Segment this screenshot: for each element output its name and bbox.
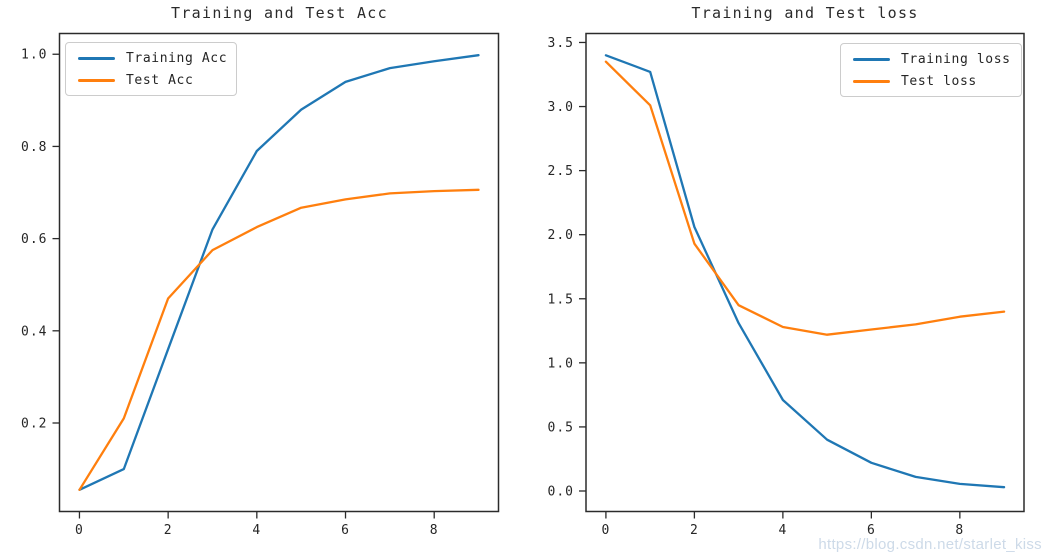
legend-label-training-loss: Training loss (901, 51, 1011, 67)
legend-entry-training-loss: Training loss (853, 48, 1011, 70)
y-tick-label: 0.5 (548, 420, 574, 435)
legend-entry-test-acc: Test Acc (78, 69, 224, 91)
plot-frame (58, 32, 500, 513)
test-loss-line-swatch (853, 79, 890, 83)
loss-chart-title: Training and Test loss (691, 4, 919, 22)
y-tick-label: 0.8 (21, 140, 47, 155)
acc-plot-canvas: 0 2 4 6 8 0.2 0.4 0.6 0.8 1.0 (21, 32, 500, 538)
x-tick-label: 0 (601, 523, 610, 538)
legend-label-test-loss: Test loss (901, 73, 977, 89)
series-line-test-acc (78, 188, 480, 491)
training-loss-line-swatch (853, 57, 890, 61)
x-tick-label: 4 (778, 523, 787, 538)
chart-training-test-loss: 0 2 4 6 8 0.0 0.5 1.0 1.5 2.0 2.5 3.0 3.5 Training a… (524, 0, 1048, 558)
y-tick-label: 2.0 (548, 228, 574, 243)
legend-label-test-acc: Test Acc (126, 72, 194, 88)
y-tick-label: 2.5 (548, 164, 574, 179)
x-tick-label: 6 (867, 523, 876, 538)
test-acc-line-swatch (78, 78, 115, 82)
series-line-training-acc (78, 54, 480, 491)
series-line-training-loss (604, 54, 1006, 489)
x-tick-label: 6 (341, 523, 350, 538)
y-tick-label: 3.0 (548, 100, 574, 115)
loss-plot-canvas: 0 2 4 6 8 0.0 0.5 1.0 1.5 2.0 2.5 3.0 3.5 (548, 32, 1025, 538)
chart-training-test-acc: 0 2 4 6 8 0.2 0.4 0.6 0.8 1.0 Training and Test A… (21, 4, 500, 538)
x-tick-label: 0 (75, 523, 84, 538)
y-tick-label: 0.4 (21, 324, 47, 339)
x-tick-label: 2 (164, 523, 173, 538)
plot-frame (585, 32, 1025, 513)
acc-chart-title: Training and Test Acc (171, 4, 388, 22)
x-tick-label: 2 (690, 523, 699, 538)
series-line-test-loss (604, 60, 1006, 336)
y-tick-label: 0.2 (21, 416, 47, 431)
legend-label-training-acc: Training Acc (126, 50, 228, 66)
legend-entry-training-acc: Training Acc (78, 47, 228, 69)
training-acc-line-swatch (78, 56, 115, 60)
x-tick-label: 4 (252, 523, 261, 538)
y-tick-label: 0.0 (548, 484, 574, 499)
watermark: https://blog.csdn.net/starlet_kiss (818, 536, 1042, 553)
loss-legend: Training loss Test loss (840, 43, 1022, 97)
x-tick-label: 8 (955, 523, 964, 538)
x-tick-label: 8 (430, 523, 439, 538)
y-tick-label: 3.5 (548, 36, 574, 51)
y-tick-label: 1.5 (548, 292, 574, 307)
y-tick-label: 1.0 (21, 48, 47, 63)
legend-entry-test-loss: Test loss (853, 70, 1009, 92)
acc-legend: Training Acc Test Acc (65, 42, 237, 96)
y-tick-label: 0.6 (21, 232, 47, 247)
y-tick-label: 1.0 (548, 356, 574, 371)
